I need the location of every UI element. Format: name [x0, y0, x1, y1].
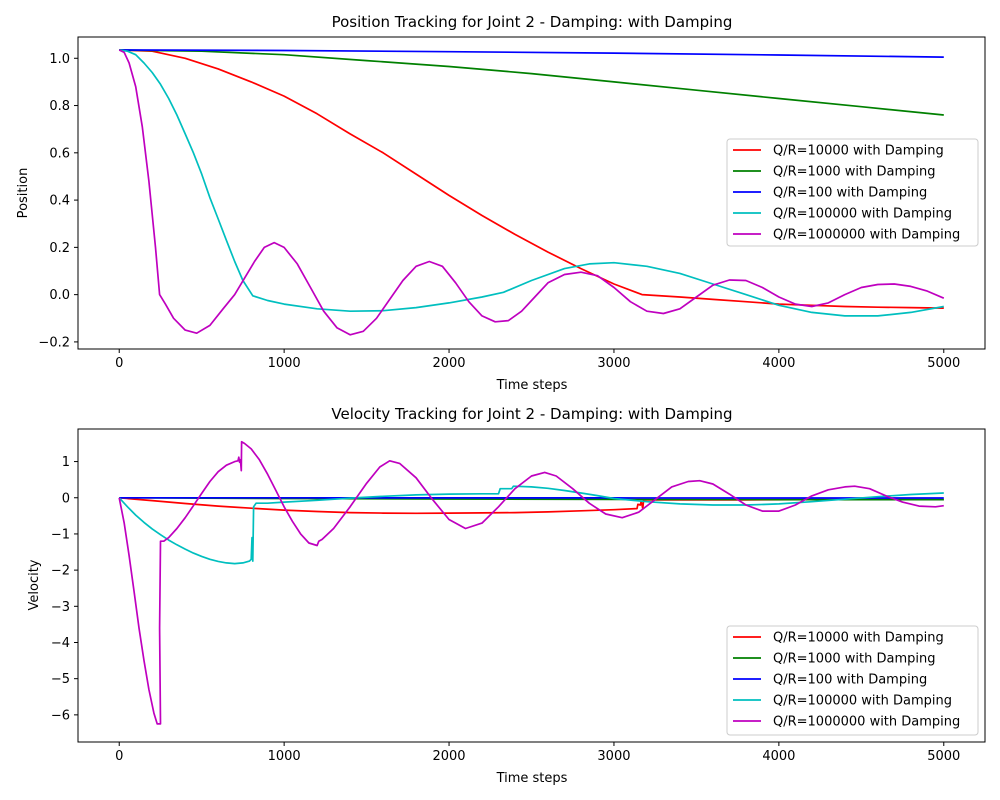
- velocity-y-axis-title: Velocity: [27, 559, 42, 610]
- velocity-series-line-3: [118, 485, 944, 565]
- position-series-line-3: [119, 49, 944, 317]
- velocity-legend: Q/R=10000 with Damping Q/R=1000 with Damp…: [726, 625, 979, 736]
- velocity-x-tick-label: 0: [115, 749, 123, 764]
- position-series-layer: [118, 49, 945, 336]
- velocity-plot-frame: [77, 428, 986, 743]
- position-y-tick-label: −0.2: [38, 335, 70, 350]
- position-y-tick-label: 0.0: [49, 288, 70, 303]
- position-x-ticks: 0 1000 2000 3000 4000 5000: [115, 349, 960, 371]
- position-x-tick-label: 3000: [597, 356, 630, 371]
- velocity-y-ticks: −6 −5 −4 −3 −2 −1 0 1: [51, 455, 78, 723]
- velocity-x-tick-label: 5000: [927, 749, 960, 764]
- position-x-tick-label: 4000: [762, 356, 795, 371]
- position-x-tick-label: 1000: [268, 356, 301, 371]
- position-y-tick-label: 0.2: [49, 241, 70, 256]
- position-legend-box: [726, 138, 979, 247]
- position-x-tick-label: 2000: [432, 356, 465, 371]
- velocity-x-axis-title: Time steps: [496, 771, 568, 786]
- velocity-x-ticks: 0 1000 2000 3000 4000 5000: [115, 742, 960, 764]
- position-legend: Q/R=10000 with Damping Q/R=1000 with Damp…: [726, 138, 979, 247]
- velocity-legend-label-3: Q/R=100000 with Damping: [773, 694, 952, 709]
- position-series-line-1: [119, 49, 944, 116]
- position-legend-label-1: Q/R=1000 with Damping: [773, 165, 935, 180]
- velocity-y-tick-label: −2: [51, 564, 70, 579]
- position-x-tick-label: 0: [115, 356, 123, 371]
- position-y-tick-label: 0.4: [49, 194, 70, 209]
- position-plot-frame: [77, 36, 986, 350]
- velocity-series-layer: [118, 440, 944, 725]
- velocity-y-tick-label: −4: [51, 636, 70, 651]
- velocity-x-tick-label: 2000: [432, 749, 465, 764]
- velocity-chart-title: Velocity Tracking for Joint 2 - Damping:…: [331, 405, 732, 423]
- position-legend-label-2: Q/R=100 with Damping: [773, 186, 927, 201]
- position-chart: Position Tracking for Joint 2 - Damping:…: [16, 13, 986, 393]
- velocity-y-tick-label: −1: [51, 527, 70, 542]
- position-series-line-2: [119, 49, 944, 58]
- velocity-legend-label-0: Q/R=10000 with Damping: [773, 631, 944, 646]
- velocity-y-tick-label: 0: [62, 491, 70, 506]
- position-legend-label-4: Q/R=1000000 with Damping: [773, 228, 960, 243]
- velocity-y-tick-label: 1: [62, 455, 70, 470]
- velocity-x-tick-label: 4000: [762, 749, 795, 764]
- position-y-tick-label: 1.0: [49, 52, 70, 67]
- velocity-legend-label-2: Q/R=100 with Damping: [773, 673, 927, 688]
- position-x-tick-label: 5000: [927, 356, 960, 371]
- velocity-y-tick-label: −3: [51, 600, 70, 615]
- velocity-y-tick-label: −5: [51, 672, 70, 687]
- velocity-y-tick-label: −6: [51, 708, 70, 723]
- position-series-line-4: [118, 49, 945, 336]
- position-x-axis-title: Time steps: [496, 378, 568, 393]
- velocity-series-line-4: [118, 440, 944, 725]
- velocity-legend-label-1: Q/R=1000 with Damping: [773, 652, 935, 667]
- position-y-ticks: −0.2 0.0 0.2 0.4 0.6 0.8 1.0: [38, 52, 78, 350]
- position-legend-label-3: Q/R=100000 with Damping: [773, 207, 952, 222]
- position-y-tick-label: 0.6: [49, 146, 70, 161]
- velocity-legend-label-4: Q/R=1000000 with Damping: [773, 715, 960, 730]
- velocity-x-tick-label: 3000: [597, 749, 630, 764]
- position-y-tick-label: 0.8: [49, 99, 70, 114]
- velocity-legend-box: [726, 625, 979, 736]
- position-y-axis-title: Position: [16, 168, 31, 219]
- position-chart-title: Position Tracking for Joint 2 - Damping:…: [332, 13, 733, 31]
- velocity-x-tick-label: 1000: [268, 749, 301, 764]
- position-legend-label-0: Q/R=10000 with Damping: [773, 144, 944, 159]
- velocity-chart: Velocity Tracking for Joint 2 - Damping:…: [27, 405, 986, 786]
